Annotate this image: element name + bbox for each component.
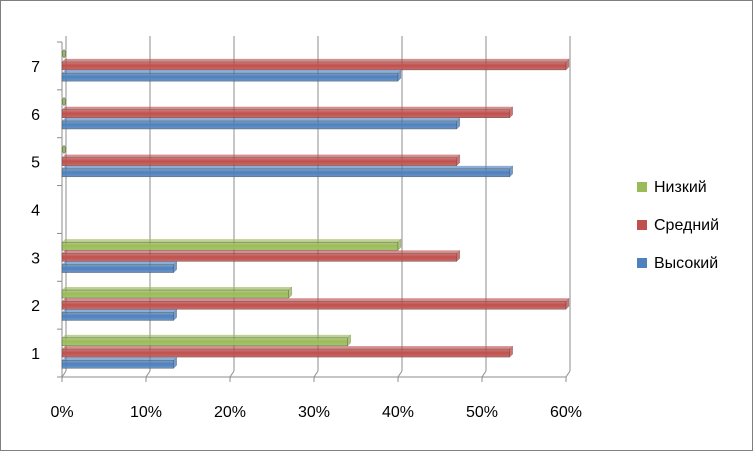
bar-top-Высокий-5 xyxy=(62,165,513,169)
legend-swatch xyxy=(637,258,647,268)
bar-Высокий-6 xyxy=(61,120,457,130)
grid-lines xyxy=(61,36,571,378)
bar-Средний-7 xyxy=(61,61,567,71)
x-tick-label: 40% xyxy=(382,404,414,421)
bar-end-Низкий-2 xyxy=(288,286,292,299)
legend-label: Высокий xyxy=(654,255,718,272)
bar-end-Высокий-5 xyxy=(509,165,513,178)
bar-top-Низкий-1 xyxy=(62,334,351,338)
legend: Низкий Средний Высокий xyxy=(637,179,719,272)
x-tick-label: 50% xyxy=(466,404,498,421)
x-tick-label: 30% xyxy=(298,404,330,421)
y-tick-label: 4 xyxy=(31,203,40,220)
bar-Высокий-7 xyxy=(61,72,399,82)
gridline-floor xyxy=(145,370,151,378)
bar-Низкий-7 xyxy=(62,49,66,58)
bar-end-Высокий-2 xyxy=(173,309,177,321)
bar-end-Средний-6 xyxy=(509,106,513,119)
gridline-floor xyxy=(229,370,235,378)
bar-top-Высокий-1 xyxy=(62,357,177,361)
bar-top-Средний-1 xyxy=(62,346,513,350)
legend-swatch xyxy=(637,220,647,230)
bar-top-Средний-5 xyxy=(62,154,460,158)
bar-Высокий-2 xyxy=(61,312,174,321)
bar-end-Низкий-3 xyxy=(397,238,402,251)
bar-Низкий-5 xyxy=(62,145,66,154)
bar-Высокий-3 xyxy=(61,264,174,273)
bar-top-Низкий-3 xyxy=(62,239,401,243)
bar-top-Средний-3 xyxy=(62,250,460,254)
y-tick-labels: 1 2 3 4 5 6 7 xyxy=(31,59,40,363)
bar-Средний-6 xyxy=(61,109,510,118)
bar-end-Высокий-6 xyxy=(456,117,460,130)
bar-top-Средний-6 xyxy=(62,106,513,110)
bar-top-Высокий-7 xyxy=(62,70,401,74)
bar-top-Низкий-2 xyxy=(62,287,292,291)
gridline-floor xyxy=(61,370,67,378)
legend-label: Средний xyxy=(654,217,719,234)
y-tick-label: 5 xyxy=(31,155,40,172)
bar-end-Низкий-1 xyxy=(347,334,351,347)
bar-Средний-1 xyxy=(61,348,510,358)
bar-Высокий-5 xyxy=(61,168,510,178)
bar-top-Высокий-2 xyxy=(62,309,177,313)
gridline-floor xyxy=(313,370,319,378)
bar-end-Средний-2 xyxy=(565,297,570,310)
gridline-floor xyxy=(565,370,571,378)
x-tick-labels: 0% 10% 20% 30% 40% 50% 60% xyxy=(50,404,582,421)
bar-Высокий-1 xyxy=(61,360,174,369)
bar-Средний-2 xyxy=(61,301,567,310)
bar-top-Высокий-6 xyxy=(62,117,460,121)
x-tick-label: 20% xyxy=(214,404,246,421)
x-tick-label: 60% xyxy=(550,404,582,421)
bar-end-Высокий-3 xyxy=(173,261,177,273)
bar-end-Высокий-7 xyxy=(397,69,402,82)
y-tick-label: 7 xyxy=(31,59,40,76)
legend-label: Низкий xyxy=(654,179,707,196)
x-tick-label: 10% xyxy=(130,404,162,421)
bar-end-Средний-3 xyxy=(456,249,460,262)
x-tick-label: 0% xyxy=(50,404,73,421)
y-tick-label: 1 xyxy=(31,346,40,363)
bar-end-Средний-5 xyxy=(456,154,460,167)
bar-Средний-5 xyxy=(61,157,457,166)
bar-top-Средний-7 xyxy=(62,58,569,62)
axes xyxy=(57,41,567,382)
gridline-floor xyxy=(481,370,487,378)
y-tick-label: 6 xyxy=(31,107,40,124)
bar-end-Высокий-1 xyxy=(173,356,177,369)
bar-Низкий-1 xyxy=(61,337,348,347)
legend-swatch xyxy=(637,182,647,192)
bar-Низкий-2 xyxy=(61,289,290,299)
bar-end-Средний-1 xyxy=(509,345,513,358)
gridline-floor xyxy=(397,370,403,378)
y-tick-label: 3 xyxy=(31,250,40,267)
bar-top-Высокий-3 xyxy=(62,261,177,265)
bars xyxy=(61,49,570,369)
bar-Низкий-3 xyxy=(61,241,399,251)
bar-top-Средний-2 xyxy=(62,298,569,302)
bar-end-Средний-7 xyxy=(565,58,570,71)
bar-Средний-3 xyxy=(61,253,457,262)
y-tick-label: 2 xyxy=(31,298,40,315)
bar-Низкий-6 xyxy=(62,97,66,106)
